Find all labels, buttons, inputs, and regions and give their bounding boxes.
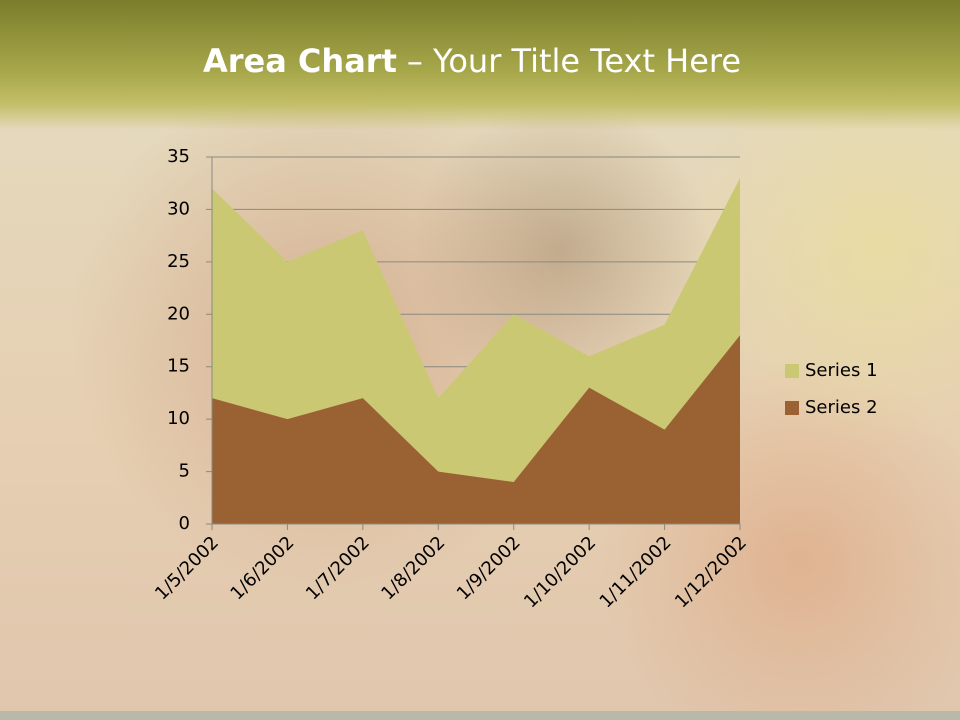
y-tick-label: 5 (179, 461, 190, 482)
area (212, 177, 740, 483)
slide-title: Area Chart – Your Title Text Here (203, 42, 741, 80)
y-tick-label: 35 (167, 146, 190, 167)
legend-swatch (785, 364, 799, 378)
footer-band (0, 711, 960, 720)
x-tick-label: 1/9/2002 (453, 532, 525, 604)
x-tick-label: 1/11/2002 (596, 532, 676, 612)
area (212, 335, 740, 524)
y-tick-label: 0 (179, 513, 190, 534)
legend-label: Series 2 (805, 397, 878, 418)
y-tick-label: 25 (167, 251, 190, 272)
y-tick-label: 10 (167, 408, 190, 429)
x-tick-label: 1/6/2002 (226, 532, 298, 604)
y-tick-label: 30 (167, 198, 190, 219)
legend-swatch (785, 401, 799, 415)
header-band (0, 0, 960, 130)
title-rest: – Your Title Text Here (407, 42, 741, 80)
y-tick-label: 15 (167, 356, 190, 377)
legend-label: Series 1 (805, 360, 878, 381)
x-tick-label: 1/5/2002 (151, 532, 223, 604)
x-tick-label: 1/12/2002 (671, 532, 751, 612)
x-tick-label: 1/7/2002 (302, 532, 374, 604)
title-bold: Area Chart (203, 42, 397, 80)
x-tick-label: 1/10/2002 (520, 532, 600, 612)
x-tick-label: 1/8/2002 (377, 532, 449, 604)
y-tick-label: 20 (167, 303, 190, 324)
